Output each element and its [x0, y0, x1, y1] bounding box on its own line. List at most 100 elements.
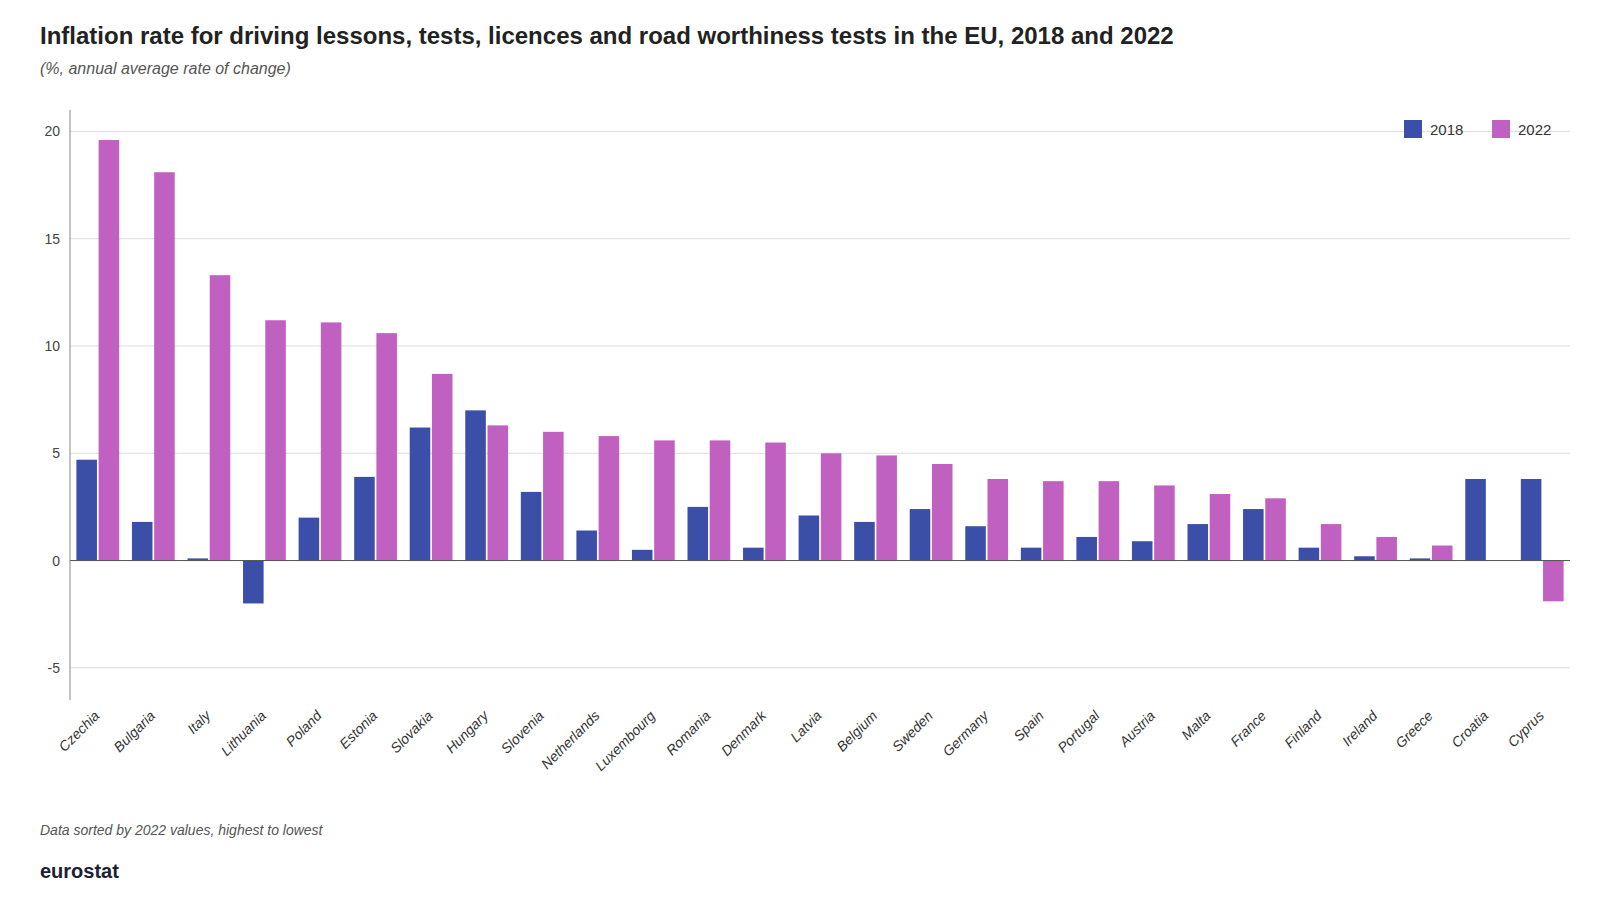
x-tick-label: Belgium	[833, 707, 880, 754]
grid-line	[70, 453, 1570, 454]
bar	[488, 425, 509, 560]
bar	[410, 428, 431, 561]
grid-line	[70, 560, 1570, 561]
bar	[632, 550, 653, 561]
y-tick-label: 15	[44, 231, 60, 247]
bar	[1132, 541, 1153, 560]
x-tick-label: Czechia	[55, 707, 102, 754]
bar	[1521, 479, 1542, 561]
x-tick-label: Germany	[939, 707, 992, 760]
grid-line	[70, 346, 1570, 347]
bar	[432, 374, 453, 561]
y-tick-label: -5	[48, 660, 61, 676]
subtitle: (%, annual average rate of change)	[40, 60, 291, 77]
bar	[265, 320, 286, 560]
bar	[765, 443, 786, 561]
bar	[1243, 509, 1264, 560]
bar	[243, 561, 264, 604]
x-tick-label: Austria	[1115, 707, 1158, 750]
x-tick-label: Malta	[1178, 707, 1214, 743]
legend: 2018 2022	[1404, 120, 1551, 138]
x-tick-label: Italy	[184, 707, 214, 737]
x-tick-label: Finland	[1281, 707, 1326, 752]
bar	[376, 333, 397, 560]
grid-line	[70, 238, 1570, 239]
bar	[1154, 485, 1175, 560]
bar	[154, 172, 175, 560]
bar	[1076, 537, 1097, 561]
chart: Inflation rate for driving lessons, test…	[0, 0, 1600, 900]
y-axis-line	[70, 110, 71, 700]
grid	[70, 131, 1570, 667]
bar	[743, 548, 764, 561]
x-tick-label: Greece	[1392, 707, 1436, 751]
bar	[854, 522, 875, 561]
y-tick-label: 0	[52, 553, 60, 569]
bar	[599, 436, 620, 560]
bar	[576, 531, 597, 561]
bar	[76, 460, 97, 561]
legend-label: 2022	[1518, 121, 1551, 138]
bar	[465, 410, 486, 560]
y-tick-label: 10	[44, 338, 60, 354]
bar	[988, 479, 1009, 561]
bar	[1021, 548, 1042, 561]
bar	[1265, 498, 1286, 560]
x-tick-label: Portugal	[1054, 707, 1103, 756]
bar	[132, 522, 153, 561]
bar	[299, 518, 320, 561]
bar	[210, 275, 231, 560]
bar	[910, 509, 931, 560]
legend-label: 2018	[1430, 121, 1463, 138]
x-tick-label: Ireland	[1339, 707, 1381, 749]
bar	[1354, 556, 1375, 560]
grid-line	[70, 131, 1570, 132]
bar	[1465, 479, 1486, 561]
x-tick-label: Luxembourg	[592, 707, 658, 773]
legend-swatch	[1492, 120, 1510, 138]
annotation: Data sorted by 2022 values, highest to l…	[40, 822, 324, 838]
bar	[1210, 494, 1231, 561]
bar	[710, 440, 731, 560]
x-tick-label: Slovenia	[498, 707, 547, 756]
x-tick-label: Bulgaria	[110, 707, 158, 755]
bar	[354, 477, 375, 561]
bar	[1321, 524, 1342, 560]
y-tick-label: 20	[44, 123, 60, 139]
bar	[1376, 537, 1397, 561]
bars	[76, 140, 1563, 603]
bar	[521, 492, 542, 561]
bar	[321, 322, 342, 560]
bar	[1543, 561, 1564, 602]
bar	[932, 464, 953, 561]
bar	[965, 526, 986, 560]
bar	[876, 455, 897, 560]
title: Inflation rate for driving lessons, test…	[40, 22, 1174, 49]
x-tick-label: Romania	[663, 707, 714, 758]
x-tick-label: Slovakia	[387, 707, 436, 756]
grid-line	[70, 667, 1570, 668]
x-tick-label: Croatia	[1448, 707, 1491, 750]
x-tick-label: Poland	[283, 707, 326, 750]
x-tick-label: Hungary	[443, 707, 492, 756]
zero-line	[70, 560, 1570, 561]
bar	[821, 453, 842, 560]
x-tick-label: Denmark	[718, 707, 770, 759]
bar	[1043, 481, 1064, 560]
legend-swatch	[1404, 120, 1422, 138]
bar	[1099, 481, 1120, 560]
x-tick-label: Lithuania	[218, 707, 270, 759]
bar	[688, 507, 709, 561]
bar	[1432, 546, 1453, 561]
bar	[1299, 548, 1320, 561]
x-tick-label: Latvia	[787, 707, 825, 745]
source: eurostat	[40, 860, 119, 882]
bar	[654, 440, 675, 560]
bar	[799, 515, 820, 560]
x-tick-label: France	[1227, 707, 1269, 749]
y-tick-label: 5	[52, 445, 60, 461]
x-tick-label: Cyprus	[1504, 707, 1547, 750]
bar	[1188, 524, 1209, 560]
bar	[543, 432, 564, 561]
bar	[99, 140, 120, 561]
